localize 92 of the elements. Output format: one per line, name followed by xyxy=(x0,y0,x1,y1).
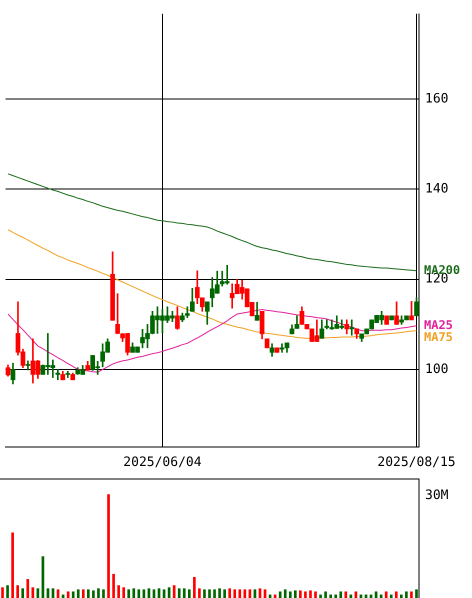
bar xyxy=(329,594,332,598)
bar xyxy=(334,594,338,598)
bar xyxy=(112,574,115,598)
bar xyxy=(254,589,256,598)
bar xyxy=(274,594,276,598)
bar xyxy=(278,591,282,598)
bar xyxy=(258,588,262,598)
bar xyxy=(374,591,378,598)
bar xyxy=(152,589,156,598)
bar xyxy=(193,576,196,598)
bar xyxy=(66,591,70,598)
bar xyxy=(168,587,170,598)
bar xyxy=(309,590,312,598)
bar xyxy=(370,594,372,598)
bar xyxy=(21,588,24,598)
bar xyxy=(6,585,9,598)
bar xyxy=(394,591,398,598)
bar xyxy=(284,589,287,598)
y-tick-label: 160 xyxy=(425,91,448,106)
bar xyxy=(390,594,393,598)
series-label: MA25 xyxy=(424,318,453,332)
bar xyxy=(162,589,166,598)
bar xyxy=(294,590,297,598)
x-tick-label: 2025/06/04 xyxy=(123,455,202,470)
series-label: MA75 xyxy=(424,330,453,344)
bar xyxy=(31,587,34,598)
bar xyxy=(52,588,54,598)
bar xyxy=(299,590,302,598)
bar xyxy=(314,591,317,598)
bar xyxy=(76,589,80,598)
bar xyxy=(158,588,160,598)
bar xyxy=(203,589,206,598)
bar xyxy=(42,556,44,598)
bar xyxy=(72,591,75,598)
bar xyxy=(117,585,120,598)
bar xyxy=(344,591,348,598)
bar xyxy=(127,589,130,598)
bar xyxy=(268,594,272,598)
bar xyxy=(223,589,226,598)
bar xyxy=(107,494,110,598)
bar xyxy=(172,585,176,598)
bar xyxy=(148,588,150,598)
bar xyxy=(102,589,105,598)
bar xyxy=(36,588,40,598)
bar xyxy=(410,591,413,598)
bar xyxy=(26,579,30,598)
bar xyxy=(137,589,140,598)
bar xyxy=(415,589,418,598)
bar xyxy=(364,594,368,598)
bar xyxy=(339,591,342,598)
bar xyxy=(11,532,14,598)
bar xyxy=(82,589,85,598)
bar xyxy=(198,588,201,598)
bar xyxy=(208,589,211,598)
bar xyxy=(56,589,60,598)
y-tick-label: 140 xyxy=(425,182,448,197)
bar xyxy=(87,589,90,598)
bar xyxy=(360,594,362,598)
bar xyxy=(16,585,19,598)
candlestick xyxy=(274,348,280,353)
y-tick-label: 100 xyxy=(425,362,448,377)
bar xyxy=(188,589,191,598)
bar xyxy=(380,594,382,598)
bar xyxy=(350,594,352,598)
x-tick-label: 2025/08/15 xyxy=(377,455,456,470)
bar xyxy=(405,591,408,598)
bar xyxy=(92,590,95,598)
bar xyxy=(213,589,216,598)
bar xyxy=(62,594,64,598)
bar xyxy=(142,589,146,598)
bar xyxy=(1,587,4,598)
bar xyxy=(122,587,126,598)
bar xyxy=(132,588,136,598)
bar xyxy=(218,588,221,598)
bar xyxy=(182,588,186,598)
bar xyxy=(324,591,327,598)
bar xyxy=(97,588,100,598)
bar xyxy=(384,591,388,598)
bar xyxy=(304,591,307,598)
bar xyxy=(354,591,358,598)
bar xyxy=(400,594,403,598)
bar xyxy=(288,591,292,598)
bar xyxy=(319,594,322,598)
bar xyxy=(264,589,266,598)
bar xyxy=(46,588,50,598)
text: 30M xyxy=(425,488,449,503)
bar xyxy=(178,588,181,598)
bar xyxy=(244,589,246,598)
bar xyxy=(238,589,242,598)
bar xyxy=(233,589,236,598)
bar xyxy=(228,588,232,598)
bar xyxy=(248,589,252,598)
